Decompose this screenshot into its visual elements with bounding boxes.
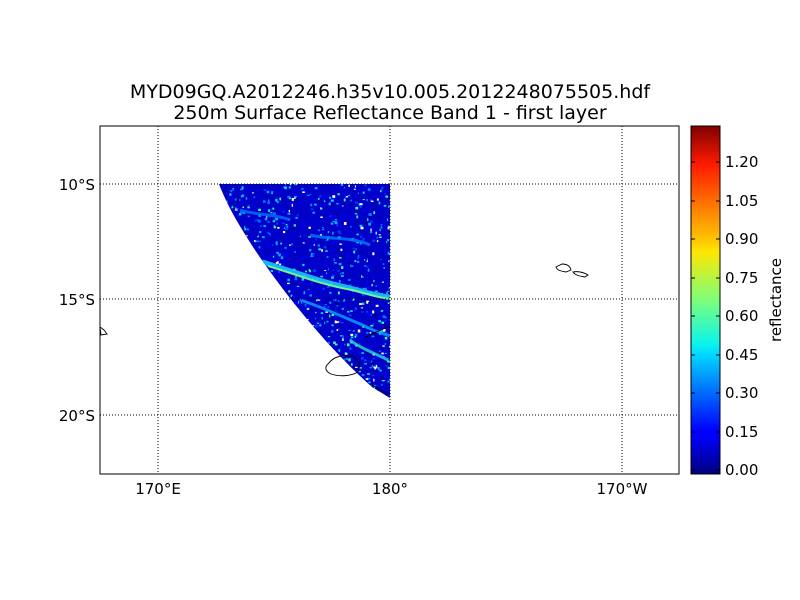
colorbar-tick-label: 0.00 <box>725 461 758 479</box>
title-line-2: 250m Surface Reflectance Band 1 - first … <box>173 102 607 124</box>
colorbar-label: reflectance <box>767 258 785 342</box>
colorbar-tick-labels: 0.00 0.15 0.30 0.45 0.60 0.75 0.90 1.05 … <box>725 153 758 479</box>
colorbar-ticks <box>691 161 720 471</box>
lat-tick-label: 10°S <box>59 176 95 194</box>
lon-tick-label: 170°W <box>597 480 648 498</box>
colorbar-tick-label: 1.05 <box>725 192 758 210</box>
coastlines <box>100 263 589 394</box>
lon-tick-label: 180° <box>372 480 408 498</box>
title-line-1: MYD09GQ.A2012246.h35v10.005.201224807550… <box>129 81 651 103</box>
colorbar-tick-label: 0.45 <box>725 346 758 364</box>
lat-tick-labels: 10°S 15°S 20°S <box>59 176 95 425</box>
reflectance-swath <box>219 184 390 398</box>
map-gridlines <box>100 126 679 474</box>
map-frame <box>99 125 680 475</box>
samoa-savaii-coastline <box>555 263 572 273</box>
vanuatu-coastline <box>100 326 108 336</box>
lat-tick-label: 20°S <box>59 407 95 425</box>
fiji-vanua-levu-coastline <box>364 325 391 339</box>
colorbar-tick-label: 0.15 <box>725 423 758 441</box>
lon-tick-labels: 170°E 180° 170°W <box>135 480 647 498</box>
lat-tick-label: 15°S <box>59 291 95 309</box>
colorbar-tick-label: 0.60 <box>725 307 758 325</box>
fiji-viti-levu-coastline <box>325 355 360 377</box>
samoa-upolu-coastline <box>572 271 589 278</box>
lon-tick-label: 170°E <box>135 480 181 498</box>
colorbar-tick-label: 0.90 <box>725 230 758 248</box>
colorbar <box>690 125 721 475</box>
fiji-east-island-coastline <box>371 384 387 394</box>
colorbar-tick-label: 1.20 <box>725 153 758 171</box>
colorbar-tick-label: 0.75 <box>725 269 758 287</box>
colorbar-tick-label: 0.30 <box>725 384 758 402</box>
